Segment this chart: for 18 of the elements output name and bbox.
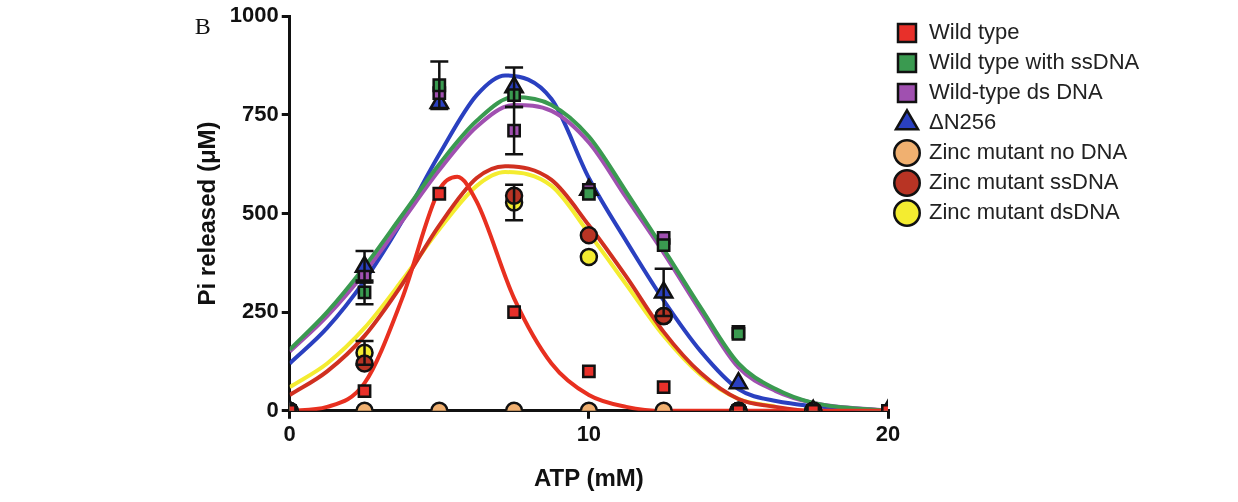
- x-tick-label: 20: [875, 421, 901, 447]
- legend-label: Zinc mutant dsDNA: [929, 199, 1121, 225]
- legend-label: Wild type with ssDNA: [929, 49, 1140, 75]
- x-axis-title: ATP (mM): [533, 464, 644, 492]
- legend-label: ΔN256: [929, 109, 997, 135]
- y-tick-label: 0: [266, 396, 279, 422]
- x-tick-label: 10: [576, 421, 602, 447]
- x-tick-label: 0: [283, 421, 296, 447]
- legend-label: Zinc mutant no DNA: [929, 139, 1128, 165]
- legend-label: Wild type: [929, 19, 1020, 45]
- legend-label: Zinc mutant ssDNA: [929, 169, 1119, 195]
- y-axis-title: Pi released (μM): [193, 121, 221, 306]
- text: B: [194, 13, 211, 40]
- y-tick-label: 250: [242, 298, 279, 324]
- legend-label: Wild-type ds DNA: [929, 79, 1103, 105]
- y-tick-label: 1000: [229, 2, 279, 28]
- y-tick-label: 750: [242, 100, 279, 126]
- y-tick-label: 500: [242, 199, 279, 225]
